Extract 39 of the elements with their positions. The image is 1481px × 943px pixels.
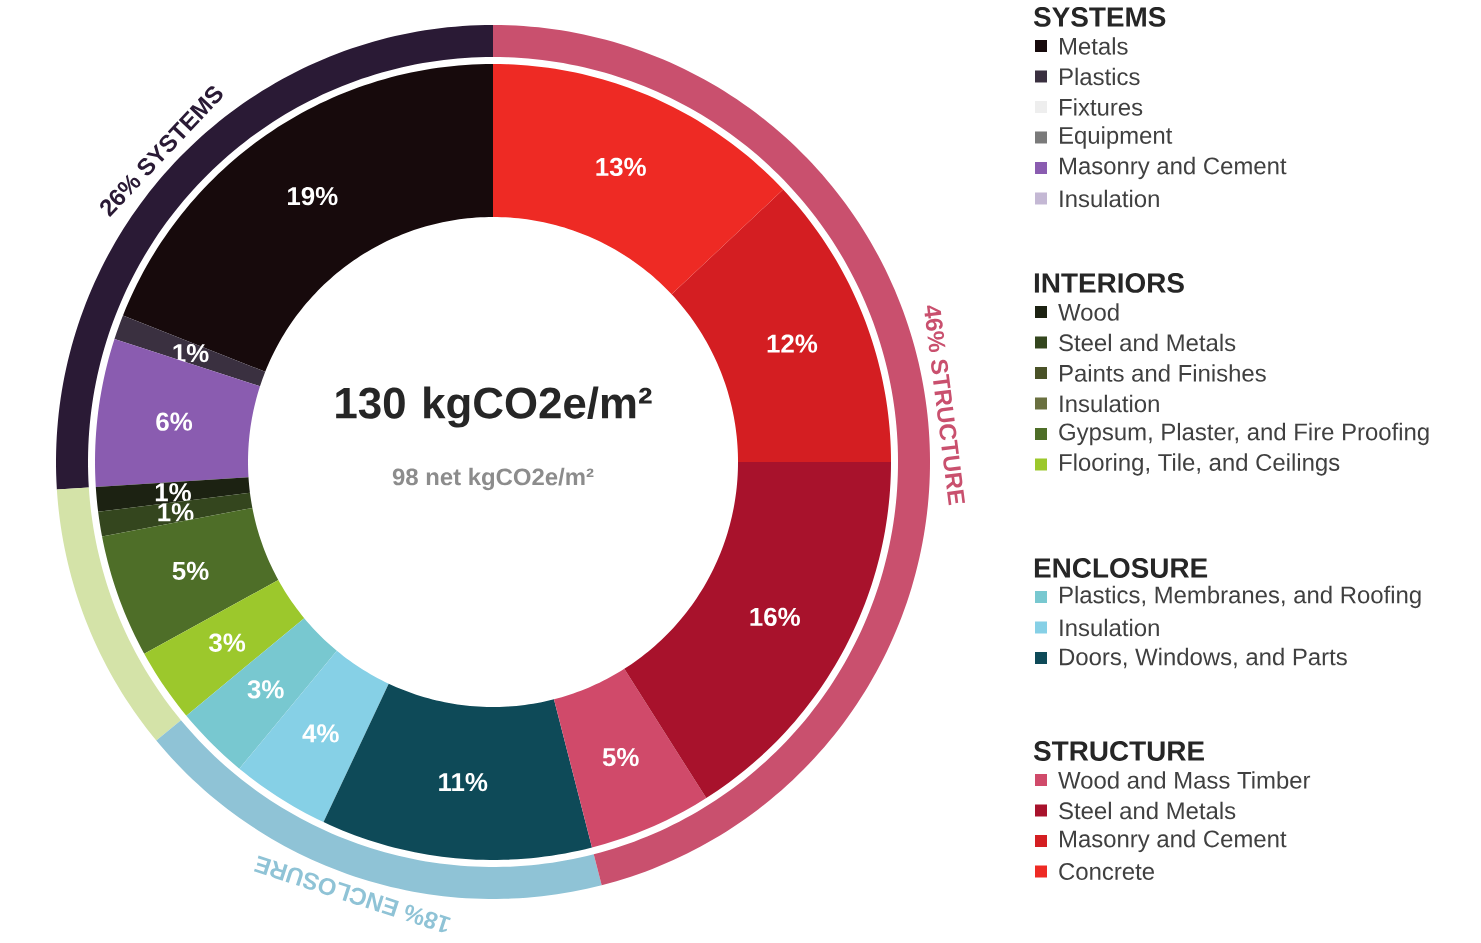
legend-label: Plastics, Membranes, and Roofing	[1060, 585, 1421, 609]
data-label: 4%	[302, 724, 339, 743]
data-label: 11%	[439, 772, 488, 792]
legend-label: Gypsum, Plaster, and Fire Proofing	[1059, 422, 1429, 446]
text: ENCLOSURE	[1034, 558, 1208, 578]
text: INTERIORS	[1034, 273, 1184, 293]
legend-label: Paints and Finishes	[1060, 364, 1266, 382]
data-label: 12%	[767, 334, 818, 353]
legend-label: Plastics	[1060, 67, 1140, 86]
legend-label: Metals	[1060, 37, 1128, 55]
data-label: 5%	[602, 747, 639, 767]
text: 98 net kgCO2e/m²	[392, 467, 594, 491]
legend-label: Masonry and Cement	[1060, 156, 1287, 180]
legend-label: Steel and Metals	[1059, 801, 1236, 820]
data-label: 6%	[156, 412, 193, 431]
data-label: 16%	[750, 607, 800, 627]
legend-label: Masonry and Cement	[1060, 829, 1287, 853]
legend-label: Wood and Mass Timber	[1058, 771, 1311, 789]
text: STRUCTURE	[1033, 741, 1204, 761]
legend-label: Fixtures	[1060, 98, 1143, 116]
data-label: 3%	[247, 680, 284, 699]
text: SYSTEMS	[1033, 7, 1166, 27]
legend-label: Insulation	[1060, 189, 1159, 208]
data-label: 5%	[172, 561, 209, 581]
legend-label: Insulation	[1060, 394, 1159, 413]
slice-label: 46% STRUCTURE	[924, 305, 966, 506]
data-label: 19%	[288, 186, 338, 206]
legend-label: Wood	[1058, 303, 1119, 321]
legend-label: Concrete	[1059, 863, 1154, 880]
data-label: 1%	[158, 503, 194, 522]
data-label: 13%	[596, 157, 646, 177]
data-label: 3%	[208, 633, 246, 652]
data-label: 1%	[155, 483, 191, 502]
legend-label: Steel and Metals	[1059, 333, 1236, 352]
legend-label: Equipment	[1060, 126, 1173, 149]
legend-label: Flooring, Tile, and Ceilings	[1060, 453, 1340, 476]
legend-label: Insulation	[1060, 618, 1159, 637]
text: 130 kgCO2e/m²	[336, 386, 652, 428]
legend-label: Doors, Windows, and Parts	[1060, 647, 1347, 669]
